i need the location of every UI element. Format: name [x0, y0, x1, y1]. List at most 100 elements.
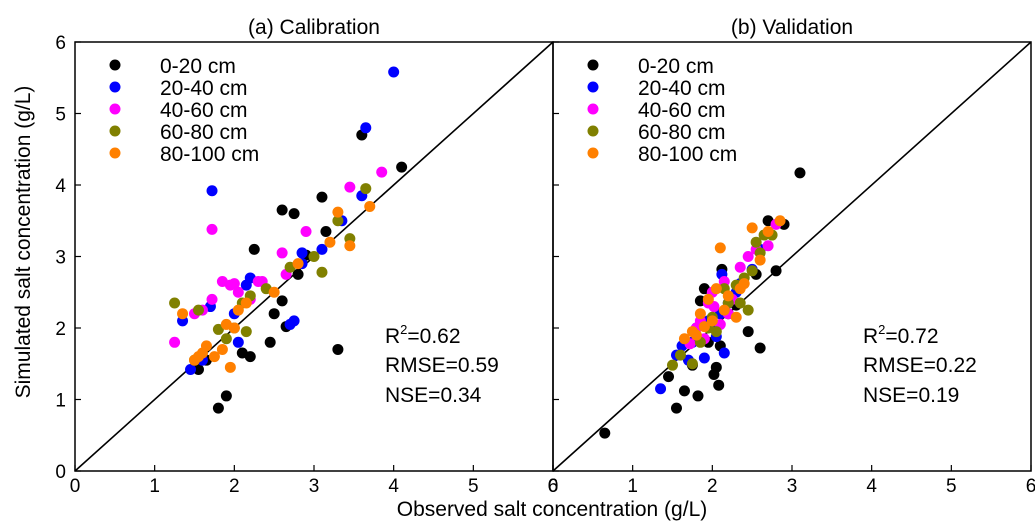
calibration-data-point [324, 236, 336, 248]
validation-data-point [698, 352, 710, 364]
calibration-data-point [396, 161, 408, 173]
y-axis-label: Simulated salt concentration (g/L) [12, 86, 35, 399]
validation-legend-marker [587, 81, 599, 93]
calibration-legend-marker [109, 125, 121, 137]
calibration-data-point [292, 268, 304, 280]
validation-series-80-100-cm [678, 215, 786, 345]
validation-data-point [655, 383, 667, 395]
validation-data-point [746, 265, 758, 277]
validation-one-to-one-line [552, 41, 1032, 472]
calibration-y-tick-label: 1 [55, 391, 66, 412]
calibration-data-point [320, 225, 332, 237]
calibration-data-point [244, 351, 256, 363]
calibration-data-point [296, 247, 308, 259]
calibration-data-point [192, 304, 204, 316]
calibration-data-point [316, 191, 328, 203]
calibration-data-point [206, 293, 218, 305]
calibration-data-point [224, 361, 236, 373]
validation-data-point [742, 251, 754, 262]
validation-data-point [746, 222, 758, 234]
calibration-data-point [388, 66, 400, 78]
calibration-y-tick-label: 3 [55, 248, 66, 269]
validation-data-point [714, 242, 726, 254]
calibration-series-80-100-cm [177, 200, 376, 373]
validation-data-point [599, 427, 611, 439]
validation-data-point [754, 254, 766, 266]
calibration-data-point [206, 185, 218, 197]
calibration-data-point [177, 308, 189, 320]
calibration-rmse-stat: RMSE=0.59 [385, 354, 499, 377]
validation-data-point [670, 402, 682, 414]
calibration-data-point [264, 336, 276, 348]
calibration-y-tick-label: 5 [55, 105, 66, 126]
validation-data-point [774, 215, 786, 227]
calibration-legend-label: 40-60 cm [160, 99, 248, 122]
calibration-data-point [268, 308, 280, 320]
calibration-y-tick-label: 6 [55, 33, 66, 54]
calibration-data-point [185, 363, 197, 375]
validation-nse-stat: NSE=0.19 [863, 384, 959, 407]
validation-data-point [698, 321, 710, 333]
calibration-data-point [208, 351, 220, 363]
validation-legend-label: 60-80 cm [638, 121, 726, 144]
calibration-x-tick-label: 2 [229, 476, 240, 497]
calibration-x-tick-label: 0 [70, 476, 81, 497]
validation-data-point [722, 290, 734, 302]
calibration-legend-marker [109, 59, 121, 71]
calibration-data-point [360, 183, 372, 195]
calibration-data-point [300, 225, 312, 237]
calibration-legend-label: 80-100 cm [160, 143, 259, 166]
calibration-legend-label: 60-80 cm [160, 121, 248, 144]
validation-x-tick-label: 1 [627, 476, 638, 497]
validation-title: (b) Validation [731, 16, 853, 39]
validation-x-tick-label: 3 [787, 476, 798, 497]
calibration-legend-label: 0-20 cm [160, 55, 236, 78]
validation-legend-marker [587, 103, 599, 115]
validation-data-point [762, 240, 774, 252]
calibration-data-point [376, 166, 388, 178]
calibration-data-point [169, 297, 181, 309]
calibration-data-point [220, 390, 232, 402]
calibration-data-point [212, 323, 224, 335]
calibration-data-point [276, 247, 288, 259]
validation-data-point [667, 359, 678, 371]
validation-data-point [678, 333, 690, 345]
validation-x-tick-label: 0 [548, 476, 559, 497]
calibration-data-point [276, 295, 288, 307]
calibration-y-tick-label: 2 [55, 319, 66, 340]
calibration-data-point [364, 200, 376, 212]
calibration-data-point [344, 181, 356, 193]
calibration-data-point [332, 215, 344, 227]
calibration-x-tick-label: 1 [149, 476, 160, 497]
calibration-series-0-20-cm [192, 129, 408, 414]
validation-legend-label: 40-60 cm [638, 99, 726, 122]
validation-legend-marker [587, 59, 599, 71]
calibration-data-point [276, 204, 288, 216]
validation-legend-label: 20-40 cm [638, 77, 726, 100]
x-axis-label: Observed salt concentration (g/L) [397, 498, 708, 521]
validation-data-point [690, 329, 702, 341]
validation-legend-label: 0-20 cm [638, 55, 714, 78]
calibration-legend-marker [109, 147, 121, 159]
calibration-data-point [240, 297, 252, 309]
calibration-legend-marker [109, 103, 121, 115]
calibration-data-point [288, 315, 300, 327]
validation-x-tick-label: 4 [866, 476, 877, 497]
calibration-data-point [240, 326, 252, 338]
calibration-data-point [308, 251, 320, 262]
calibration-data-point [216, 343, 228, 355]
calibration-data-point [232, 286, 244, 298]
validation-x-tick-label: 2 [707, 476, 718, 497]
validation-data-point [692, 390, 704, 402]
calibration-data-point [268, 286, 280, 298]
calibration-series-40-60-cm [169, 166, 388, 348]
validation-data-point [754, 342, 766, 354]
validation-data-point [750, 236, 762, 248]
calibration-data-point [169, 336, 181, 348]
calibration-x-tick-label: 5 [468, 476, 479, 497]
validation-data-point [678, 385, 690, 397]
validation-data-point [794, 167, 806, 179]
